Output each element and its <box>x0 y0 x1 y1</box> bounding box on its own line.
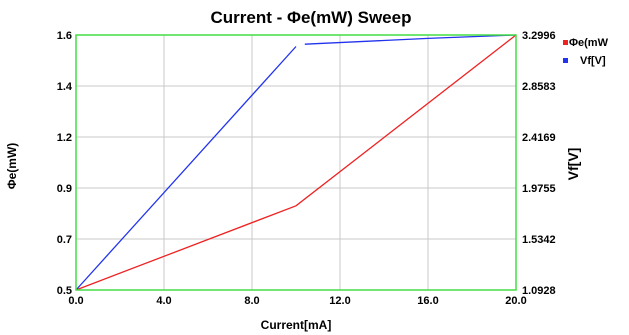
right-axis-label: Vf[V] <box>565 148 581 181</box>
legend-label: Φe(mW <box>569 37 609 49</box>
plot-frame <box>75 34 517 291</box>
left-axis-ticks: 0.5 0.7 0.9 1.2 1.4 1.6 <box>57 30 73 297</box>
x-tick-label: 16.0 <box>417 295 438 307</box>
legend-swatch <box>563 58 568 63</box>
series-line-2 <box>75 34 517 291</box>
right-tick-label: 1.0928 <box>522 285 556 297</box>
left-tick-label: 1.4 <box>57 81 73 93</box>
right-axis-ticks: 1.0928 1.5342 1.9755 2.4169 2.8583 3.2996 <box>522 30 556 297</box>
right-tick-label: 1.5342 <box>522 234 556 246</box>
left-tick-label: 0.5 <box>57 285 72 297</box>
series-lines <box>75 34 517 291</box>
left-tick-label: 1.2 <box>57 132 72 144</box>
series-line-1 <box>75 34 517 291</box>
x-tick-label: 0.0 <box>68 295 83 307</box>
left-tick-label: 0.7 <box>57 234 72 246</box>
x-tick-label: 20.0 <box>505 295 526 307</box>
left-tick-label: 0.9 <box>57 183 72 195</box>
grid-lines <box>76 35 516 290</box>
right-tick-label: 3.2996 <box>522 30 556 42</box>
right-tick-label: 2.8583 <box>522 81 556 93</box>
x-axis-label: Current[mA] <box>261 318 332 332</box>
right-tick-label: 2.4169 <box>522 132 556 144</box>
x-tick-label: 12.0 <box>329 295 350 307</box>
legend-swatch <box>563 40 568 45</box>
right-tick-label: 1.9755 <box>522 183 556 195</box>
chart-title: Current - Φe(mW) Sweep <box>211 8 412 27</box>
legend: Φe(mW Vf[V] <box>563 37 609 67</box>
x-tick-label: 4.0 <box>156 295 171 307</box>
left-tick-label: 1.6 <box>57 30 72 42</box>
left-axis-label: Φe(mW) <box>5 143 19 190</box>
x-tick-label: 8.0 <box>244 295 259 307</box>
legend-label: Vf[V] <box>580 55 606 67</box>
x-axis-ticks: 0.0 4.0 8.0 12.0 16.0 20.0 <box>68 295 526 307</box>
